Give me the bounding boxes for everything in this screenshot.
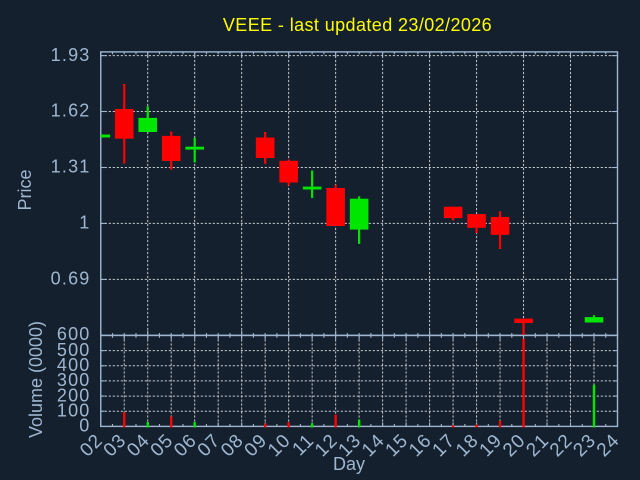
svg-text:VEEE - last updated 23/02/2026: VEEE - last updated 23/02/2026 bbox=[223, 15, 492, 35]
svg-text:0: 0 bbox=[79, 416, 90, 436]
svg-text:Price: Price bbox=[15, 169, 35, 210]
svg-text:200: 200 bbox=[57, 385, 91, 405]
svg-text:Day: Day bbox=[333, 454, 365, 474]
svg-text:1.31: 1.31 bbox=[51, 157, 91, 177]
svg-text:1.93: 1.93 bbox=[51, 45, 91, 65]
svg-text:1.62: 1.62 bbox=[51, 101, 91, 121]
svg-text:300: 300 bbox=[57, 370, 91, 390]
svg-text:0.69: 0.69 bbox=[51, 269, 91, 289]
svg-text:1: 1 bbox=[79, 213, 90, 233]
svg-text:400: 400 bbox=[57, 355, 91, 375]
svg-text:500: 500 bbox=[57, 340, 91, 360]
svg-text:Volume (0000): Volume (0000) bbox=[26, 321, 46, 438]
svg-text:600: 600 bbox=[57, 324, 91, 344]
svg-text:100: 100 bbox=[57, 400, 91, 420]
